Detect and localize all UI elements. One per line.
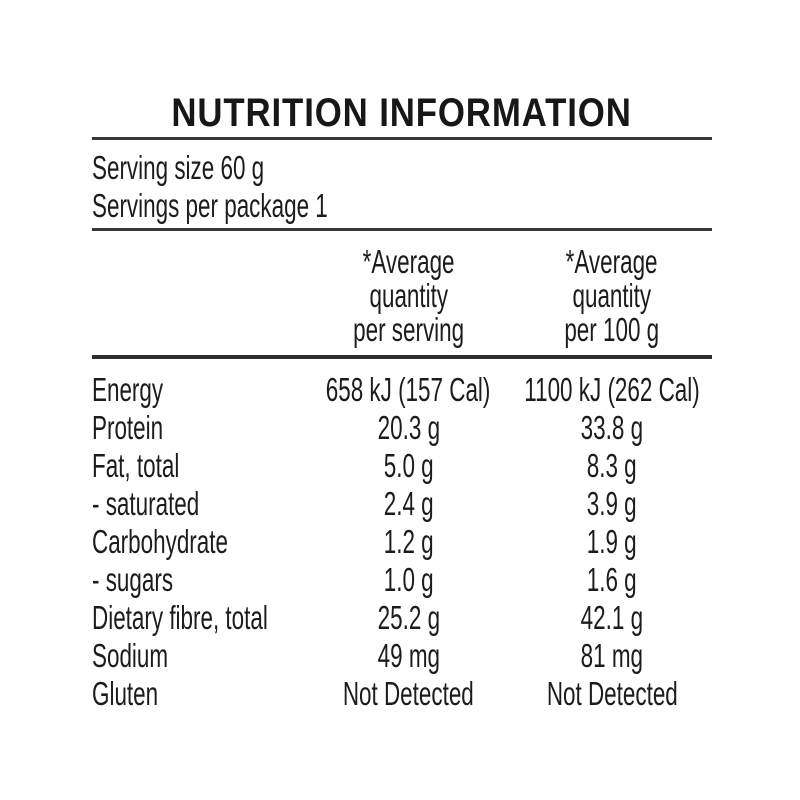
table-row-sugars: - sugars 1.0 g 1.6 g xyxy=(92,561,712,599)
row-label: Energy xyxy=(92,371,164,408)
table-row-fat-total: Fat, total 5.0 g 8.3 g xyxy=(92,447,712,485)
servings-per-package-line: Servings per package 1 xyxy=(92,187,712,225)
header-line: quantity xyxy=(369,277,448,314)
serving-size-line: Serving size 60 g xyxy=(92,149,712,187)
row-value-per-100g: 81 mg xyxy=(580,637,644,674)
panel-title-text: NUTRITION INFORMATION xyxy=(171,90,633,135)
serving-size-text: Serving size 60 g xyxy=(92,149,265,186)
header-line: *Average xyxy=(566,243,658,280)
table-row-saturated: - saturated 2.4 g 3.9 g xyxy=(92,485,712,523)
row-value-per-100g: 1100 kJ (262 Cal) xyxy=(524,371,700,408)
table-body: Energy 658 kJ (157 Cal) 1100 kJ (262 Cal… xyxy=(92,371,712,713)
divider-below-title xyxy=(92,137,712,140)
header-line: *Average xyxy=(362,243,455,280)
row-value-per-serving: 658 kJ (157 Cal) xyxy=(326,371,491,408)
row-label: Dietary fibre, total xyxy=(92,599,268,636)
row-value-per-100g: 1.6 g xyxy=(587,561,637,598)
row-label: Carbohydrate xyxy=(92,523,228,560)
row-value-per-serving: 1.2 g xyxy=(383,523,434,560)
row-value-per-100g: 8.3 g xyxy=(587,447,637,484)
row-value-per-100g: 33.8 g xyxy=(580,409,644,446)
row-value-per-100g: 42.1 g xyxy=(580,599,644,636)
row-label: Sodium xyxy=(92,637,169,674)
table-row-carbohydrate: Carbohydrate 1.2 g 1.9 g xyxy=(92,523,712,561)
divider-below-headers xyxy=(92,355,712,359)
nutrition-panel: NUTRITION INFORMATION Serving size 60 g … xyxy=(92,90,712,713)
divider-below-serving-info xyxy=(92,228,712,231)
row-value-per-serving: 49 mg xyxy=(377,637,440,674)
row-label: Fat, total xyxy=(92,447,180,484)
header-line: per serving xyxy=(352,311,465,348)
table-row-gluten: Gluten Not Detected Not Detected xyxy=(92,675,712,713)
row-value-per-100g: 1.9 g xyxy=(587,523,637,560)
row-value-per-serving: Not Detected xyxy=(343,675,474,712)
table-row-protein: Protein 20.3 g 33.8 g xyxy=(92,409,712,447)
header-line: quantity xyxy=(572,277,652,314)
column-header-per-serving: *Average quantity per serving xyxy=(305,243,512,348)
row-label: Protein xyxy=(92,409,164,446)
serving-info: Serving size 60 g Servings per package 1 xyxy=(92,149,712,225)
row-label: - saturated xyxy=(92,485,200,522)
column-header-per-100g: *Average quantity per 100 g xyxy=(512,243,712,348)
table-header-row: *Average quantity per serving *Average q… xyxy=(92,243,712,348)
table-row-dietary-fibre: Dietary fibre, total 25.2 g 42.1 g xyxy=(92,599,712,637)
row-label: Gluten xyxy=(92,675,159,712)
header-spacer-cell xyxy=(92,245,305,347)
servings-per-package-text: Servings per package 1 xyxy=(92,187,328,224)
row-value-per-serving: 20.3 g xyxy=(377,409,440,446)
row-value-per-100g: 3.9 g xyxy=(587,485,637,522)
table-row-energy: Energy 658 kJ (157 Cal) 1100 kJ (262 Cal… xyxy=(92,371,712,409)
table-row-sodium: Sodium 49 mg 81 mg xyxy=(92,637,712,675)
row-value-per-100g: Not Detected xyxy=(546,675,678,712)
panel-title: NUTRITION INFORMATION xyxy=(92,90,712,135)
row-label: - sugars xyxy=(92,561,174,598)
row-value-per-serving: 5.0 g xyxy=(383,447,434,484)
row-value-per-serving: 25.2 g xyxy=(377,599,440,636)
row-value-per-serving: 1.0 g xyxy=(383,561,434,598)
row-value-per-serving: 2.4 g xyxy=(383,485,434,522)
header-line: per 100 g xyxy=(564,311,660,348)
